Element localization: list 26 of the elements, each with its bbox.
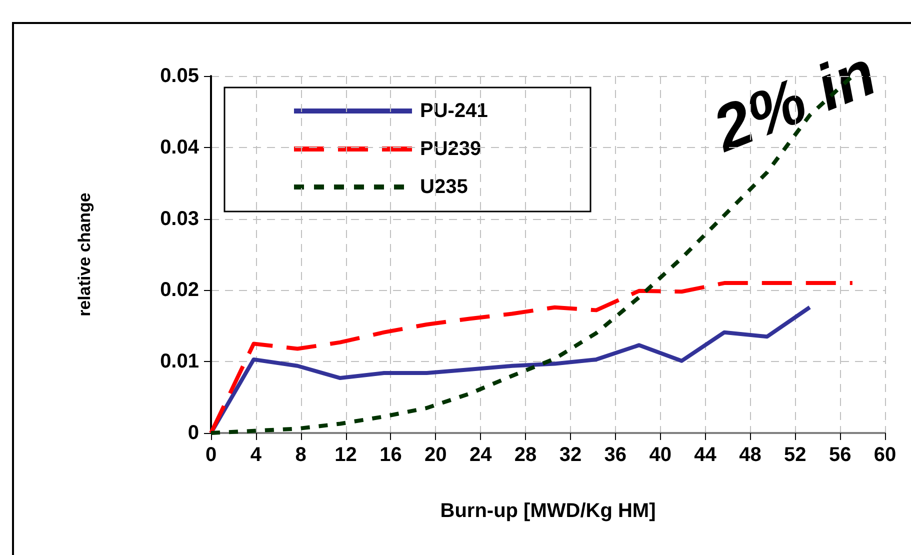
legend-label: U235	[420, 176, 468, 198]
y-tick-label: 0.05	[160, 65, 199, 87]
x-tick-label: 24	[469, 444, 493, 466]
x-tick-label: 60	[874, 444, 896, 466]
y-tick-label: 0.01	[160, 350, 199, 373]
x-tick-label: 16	[380, 444, 402, 466]
x-tick-label: 8	[295, 444, 306, 466]
x-tick-label: 20	[424, 444, 447, 466]
x-tick-label: 36	[604, 444, 627, 466]
x-tick-label: 28	[514, 444, 537, 466]
x-tick-label: 0	[205, 444, 217, 466]
y-axis-title: relative change	[75, 192, 94, 316]
legend-label: PU-241	[420, 100, 488, 122]
x-axis-title: Burn-up [MWD/Kg HM]	[440, 500, 656, 522]
y-tick-label: 0.04	[160, 136, 200, 158]
x-tick-label: 40	[649, 444, 672, 466]
x-tick-label: 32	[559, 444, 582, 466]
x-tick-label: 4	[250, 444, 262, 466]
x-tick-label: 56	[828, 444, 852, 466]
y-tick-label: 0.03	[160, 208, 199, 230]
x-tick-label: 52	[784, 444, 806, 466]
x-tick-label: 48	[739, 444, 762, 466]
x-tick-label: 44	[694, 444, 718, 466]
y-tick-label: 0.02	[160, 279, 199, 302]
x-tick-label: 12	[334, 444, 357, 466]
y-tick-label: 0	[188, 422, 199, 444]
